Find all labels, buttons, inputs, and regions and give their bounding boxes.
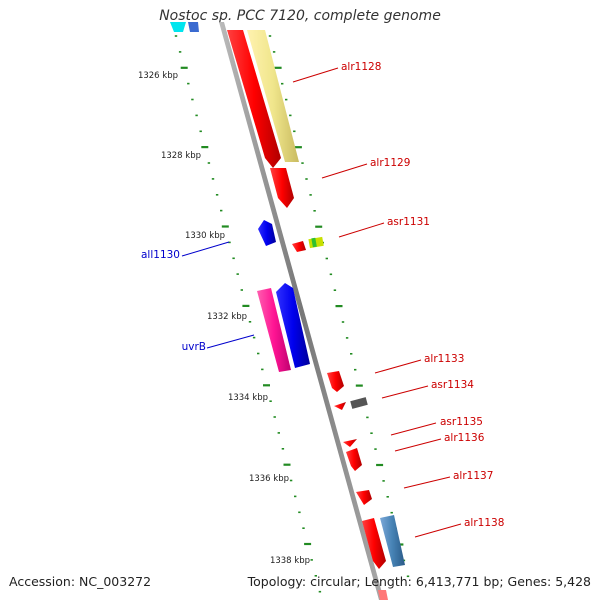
gene-alr1136	[346, 448, 362, 471]
label-alr1129[interactable]: alr1129	[370, 157, 410, 169]
label-all1130[interactable]: all1130	[141, 249, 180, 261]
genome-backbone	[219, 22, 384, 600]
gene-alr1137	[356, 490, 372, 505]
label-alr1128[interactable]: alr1128	[341, 61, 381, 73]
gene-asr1131	[292, 241, 306, 252]
label-leaders	[181, 67, 462, 538]
gene-cyan-partial	[170, 22, 186, 32]
tick-label-1334: 1334 kbp	[228, 393, 268, 403]
label-alr1138[interactable]: alr1138	[464, 517, 504, 529]
accession-label: Accession: NC_003272	[9, 574, 152, 589]
left-ruler	[174, 35, 322, 593]
label-asr1131[interactable]: asr1131	[387, 216, 430, 228]
gene-blue-partial	[188, 22, 199, 32]
label-asr1134[interactable]: asr1134	[431, 379, 474, 391]
gene-asr1134	[334, 402, 346, 410]
label-alr1133[interactable]: alr1133	[424, 353, 464, 365]
gene-bottom-partial	[378, 590, 388, 600]
tick-label-1332: 1332 kbp	[207, 312, 247, 322]
gene-asr1131-cog-b	[311, 237, 317, 248]
gene-alr1133	[327, 371, 344, 392]
genome-summary: Topology: circular; Length: 6,413,771 bp…	[247, 574, 591, 589]
gene-alr1128-cog	[247, 30, 299, 162]
gene-uvrB	[276, 283, 310, 368]
gene-asr1135	[343, 439, 357, 447]
label-alr1136[interactable]: alr1136	[444, 432, 485, 444]
gene-alr1128	[227, 30, 281, 168]
gene-asr1134-cog	[350, 397, 368, 409]
tick-label-1338: 1338 kbp	[270, 556, 310, 566]
label-asr1135[interactable]: asr1135	[440, 416, 483, 428]
tick-label-1336: 1336 kbp	[249, 474, 289, 484]
gene-alr1138-cog	[380, 515, 405, 567]
gene-alr1129	[270, 168, 294, 208]
tick-label-1328: 1328 kbp	[161, 151, 201, 161]
tick-label-1326: 1326 kbp	[138, 71, 178, 81]
gene-all1130	[258, 220, 276, 246]
label-alr1137[interactable]: alr1137	[453, 470, 493, 482]
gene-uvrB-cog	[257, 288, 291, 372]
gene-alr1138	[362, 518, 386, 569]
label-uvrB[interactable]: uvrB	[182, 341, 206, 353]
tick-label-1330: 1330 kbp	[185, 231, 225, 241]
genome-title: Nostoc sp. PCC 7120, complete genome	[159, 8, 441, 24]
